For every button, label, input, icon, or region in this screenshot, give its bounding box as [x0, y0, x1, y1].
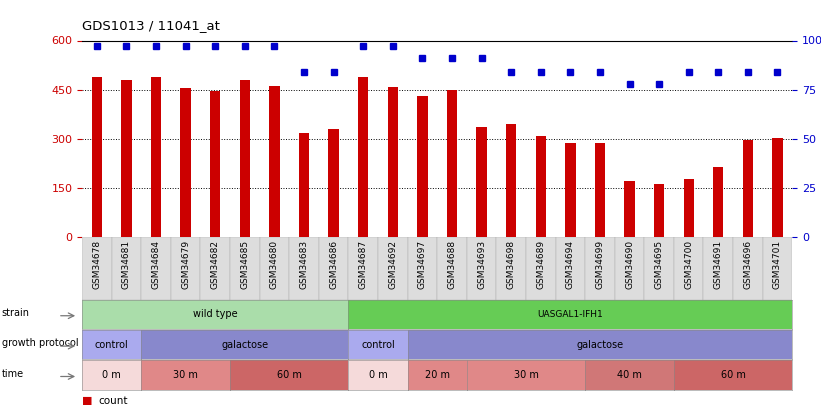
- Text: GSM34692: GSM34692: [388, 240, 397, 289]
- Bar: [151, 77, 161, 237]
- Bar: [535, 136, 546, 237]
- Bar: [506, 124, 516, 237]
- Bar: [388, 87, 398, 237]
- Text: 30 m: 30 m: [173, 370, 198, 380]
- Bar: [358, 77, 369, 237]
- Text: GSM34698: GSM34698: [507, 240, 516, 289]
- Bar: [773, 138, 782, 237]
- FancyBboxPatch shape: [230, 237, 259, 300]
- FancyBboxPatch shape: [497, 237, 526, 300]
- Bar: [328, 129, 339, 237]
- Bar: [654, 184, 664, 237]
- Text: GSM34680: GSM34680: [270, 240, 279, 289]
- Text: GSM34696: GSM34696: [743, 240, 752, 289]
- Text: strain: strain: [2, 308, 30, 318]
- FancyBboxPatch shape: [378, 237, 407, 300]
- Text: GSM34682: GSM34682: [211, 240, 220, 289]
- Bar: [417, 96, 428, 237]
- Bar: [122, 80, 131, 237]
- Text: GSM34701: GSM34701: [773, 240, 782, 289]
- Text: 0 m: 0 m: [369, 370, 388, 380]
- Text: count: count: [99, 396, 128, 405]
- Bar: [92, 77, 102, 237]
- Text: GSM34693: GSM34693: [477, 240, 486, 289]
- Text: GSM34684: GSM34684: [152, 240, 161, 289]
- Bar: [624, 181, 635, 237]
- Text: GSM34678: GSM34678: [93, 240, 102, 289]
- Text: GSM34690: GSM34690: [625, 240, 634, 289]
- Bar: [476, 127, 487, 237]
- Text: GSM34685: GSM34685: [241, 240, 250, 289]
- FancyBboxPatch shape: [585, 237, 615, 300]
- Text: control: control: [94, 340, 129, 350]
- Bar: [240, 80, 250, 237]
- FancyBboxPatch shape: [112, 237, 141, 300]
- Text: GSM34695: GSM34695: [654, 240, 663, 289]
- Text: 20 m: 20 m: [424, 370, 450, 380]
- Text: GSM34688: GSM34688: [447, 240, 456, 289]
- FancyBboxPatch shape: [644, 237, 674, 300]
- Text: galactose: galactose: [576, 340, 623, 350]
- Text: GDS1013 / 11041_at: GDS1013 / 11041_at: [82, 19, 220, 32]
- Text: GSM34697: GSM34697: [418, 240, 427, 289]
- FancyBboxPatch shape: [407, 237, 438, 300]
- FancyBboxPatch shape: [289, 237, 319, 300]
- FancyBboxPatch shape: [763, 237, 792, 300]
- Text: galactose: galactose: [222, 340, 268, 350]
- Text: 60 m: 60 m: [721, 370, 745, 380]
- Text: 40 m: 40 m: [617, 370, 642, 380]
- Text: 60 m: 60 m: [277, 370, 301, 380]
- FancyBboxPatch shape: [467, 237, 497, 300]
- Bar: [713, 166, 723, 237]
- Text: growth protocol: growth protocol: [2, 338, 78, 348]
- Text: GSM34679: GSM34679: [181, 240, 190, 289]
- Bar: [447, 90, 457, 237]
- Bar: [565, 143, 576, 237]
- FancyBboxPatch shape: [526, 237, 556, 300]
- Text: GSM34689: GSM34689: [536, 240, 545, 289]
- FancyBboxPatch shape: [200, 237, 230, 300]
- Text: GSM34681: GSM34681: [122, 240, 131, 289]
- FancyBboxPatch shape: [438, 237, 467, 300]
- FancyBboxPatch shape: [674, 237, 704, 300]
- Bar: [743, 141, 753, 237]
- Text: wild type: wild type: [193, 309, 237, 319]
- FancyBboxPatch shape: [704, 237, 733, 300]
- Text: 0 m: 0 m: [103, 370, 121, 380]
- Text: 30 m: 30 m: [513, 370, 539, 380]
- Text: GSM34694: GSM34694: [566, 240, 575, 289]
- Bar: [684, 179, 694, 237]
- FancyBboxPatch shape: [319, 237, 348, 300]
- Bar: [210, 91, 220, 237]
- FancyBboxPatch shape: [141, 237, 171, 300]
- Text: control: control: [361, 340, 395, 350]
- Text: GSM34686: GSM34686: [329, 240, 338, 289]
- Text: ■: ■: [82, 396, 93, 405]
- Bar: [594, 143, 605, 237]
- FancyBboxPatch shape: [556, 237, 585, 300]
- FancyBboxPatch shape: [171, 237, 200, 300]
- FancyBboxPatch shape: [259, 237, 289, 300]
- Text: GSM34699: GSM34699: [595, 240, 604, 289]
- Text: GSM34683: GSM34683: [300, 240, 309, 289]
- Text: GSM34687: GSM34687: [359, 240, 368, 289]
- Bar: [299, 133, 310, 237]
- FancyBboxPatch shape: [82, 237, 112, 300]
- Text: UASGAL1-IFH1: UASGAL1-IFH1: [538, 310, 603, 319]
- Text: GSM34700: GSM34700: [684, 240, 693, 289]
- FancyBboxPatch shape: [733, 237, 763, 300]
- Bar: [181, 88, 190, 237]
- Text: GSM34691: GSM34691: [713, 240, 722, 289]
- FancyBboxPatch shape: [348, 237, 378, 300]
- Bar: [269, 86, 280, 237]
- Text: time: time: [2, 369, 24, 379]
- FancyBboxPatch shape: [615, 237, 644, 300]
